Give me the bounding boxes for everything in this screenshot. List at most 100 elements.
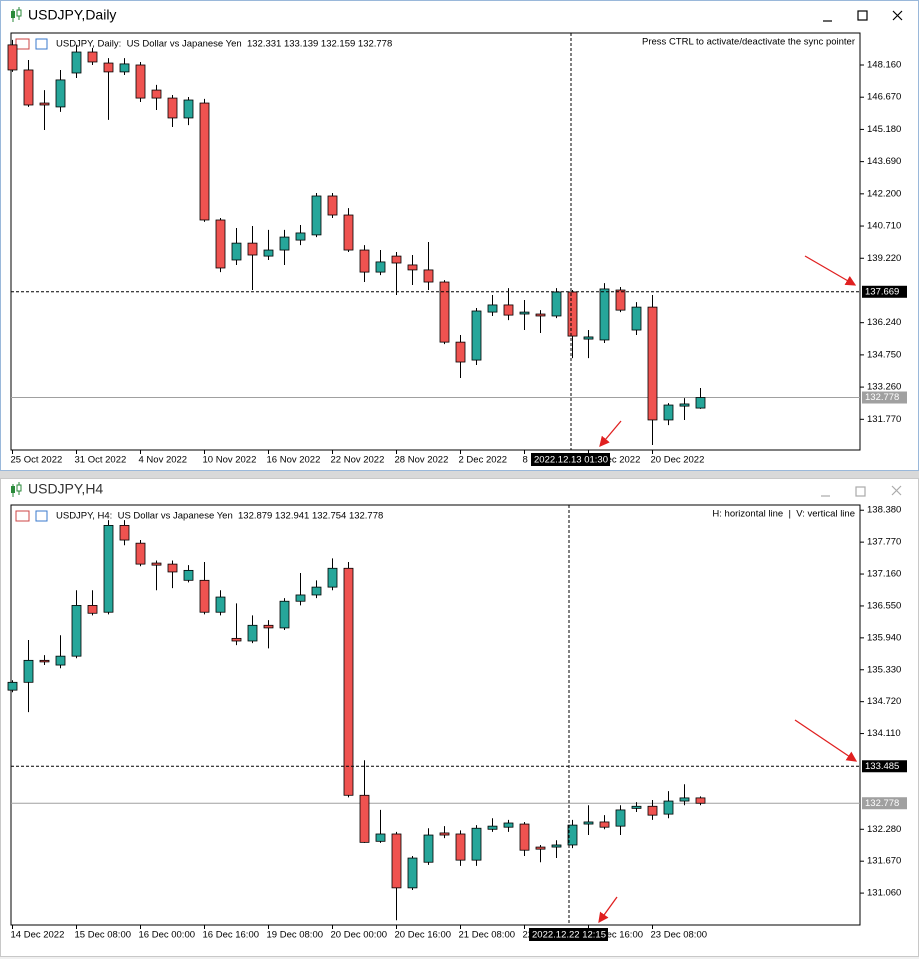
candle-body [535,313,546,317]
candle-body [135,64,146,99]
candle-body [551,291,562,317]
y-tick-label: 146.670 [867,92,901,103]
candle-body [503,822,514,828]
x-tick-label: 2 Dec 2022 [459,455,508,466]
candle-body [519,823,530,851]
candle-body [215,596,226,613]
window-icon [11,7,22,22]
candle-body [167,563,178,573]
y-tick-label: 136.240 [867,317,901,328]
candle-body [7,681,18,691]
x-tick-label: 20 Dec 16:00 [395,930,452,941]
candle-body [7,44,18,71]
candle-body [71,605,82,657]
x-tick-label: 16 Dec 16:00 [203,930,260,941]
x-tick-label: 19 Dec 08:00 [267,930,324,941]
window-title: USDJPY,H4 [28,481,103,497]
y-tick-label: 142.200 [867,188,901,199]
x-tick-label: 4 Nov 2022 [139,455,188,466]
y-tick-label: 138.380 [867,505,901,516]
candle-body [631,805,642,809]
y-tick-label: 135.940 [867,632,901,643]
candle-body [391,833,402,889]
icon [35,510,48,522]
candle-body [695,397,706,409]
crosshair-price-label: 133.485 [865,761,899,772]
charts: USDJPY, Daily: US Dollar vs Japanese Yen… [7,32,907,941]
candle-body [295,232,306,241]
candle-body [679,403,690,407]
y-tick-label: 145.180 [867,124,901,135]
title-bar [1,1,918,30]
candle-body [615,289,626,311]
candle-body [119,524,130,541]
x-tick-label: 23 Dec 08:00 [651,930,708,941]
close-button[interactable] [892,10,903,21]
candle-body [295,594,306,602]
candle-body [103,62,114,73]
candle-body [327,195,338,216]
candle-body [615,809,626,827]
candle-body [23,659,34,683]
close-button[interactable] [891,485,902,496]
hint: H: horizontal line | V: vertical line [712,509,855,520]
candle-body [375,261,386,273]
y-tick-label: 137.770 [867,537,901,548]
candle-body [359,794,370,843]
y-tick-label: 133.260 [867,382,901,393]
candle-body [247,242,258,256]
x-tick-label: 14 Dec 2022 [11,930,65,941]
candle-body [391,255,402,264]
candle-body [647,306,658,421]
candle-body [39,659,50,663]
candle-body [455,341,466,363]
candle-body [343,567,354,796]
price-label-box [862,391,907,404]
y-tick-label: 134.750 [867,349,901,360]
candle-body [263,624,274,629]
separator [0,471,919,478]
candle-body [423,834,434,863]
y-tick-label: 143.690 [867,156,901,167]
candle-body [551,844,562,848]
candle-body [279,600,290,629]
maximize-button[interactable] [857,10,868,21]
y-tick-label: 132.280 [867,824,901,835]
candle-body [583,336,594,340]
candle-body [311,195,322,236]
candle-body [663,800,674,815]
candle-body [599,821,610,828]
candle-body [567,291,578,337]
x-tick-label: 16 Dec 00:00 [139,930,196,941]
y-tick-label: 134.720 [867,696,901,707]
candle-body [327,567,338,588]
candle-body [263,249,274,257]
y-tick-label: 136.550 [867,600,901,611]
candle-body [407,857,418,889]
plot-area [10,504,861,926]
candle-body [679,797,690,802]
x-tick-label: 10 Nov 2022 [203,455,257,466]
x-tick-label: 21 Dec 08:00 [459,930,516,941]
candle-body [599,288,610,341]
arrow [794,719,858,762]
price-label: 132.778 [865,798,899,809]
plot-area [10,32,861,451]
icon [35,38,48,50]
y-tick-label: 139.220 [867,253,901,264]
arrow [804,255,857,286]
y-tick-label: 131.670 [867,856,901,867]
x-tick-label: 22 Dec 16:00 [587,930,644,941]
candle-body [487,825,498,830]
candle-body [567,824,578,846]
maximize-button[interactable] [855,486,866,497]
x-tick-label: 25 Oct 2022 [11,455,63,466]
candle-body [87,51,98,63]
hint: Press CTRL to activate/deactivate the sy… [642,37,855,48]
candle-body [39,102,50,106]
candle-body [199,102,210,221]
candle-body [23,69,34,106]
y-tick-label: 135.330 [867,664,901,675]
candle-body [199,579,210,613]
candle-body [103,524,114,613]
